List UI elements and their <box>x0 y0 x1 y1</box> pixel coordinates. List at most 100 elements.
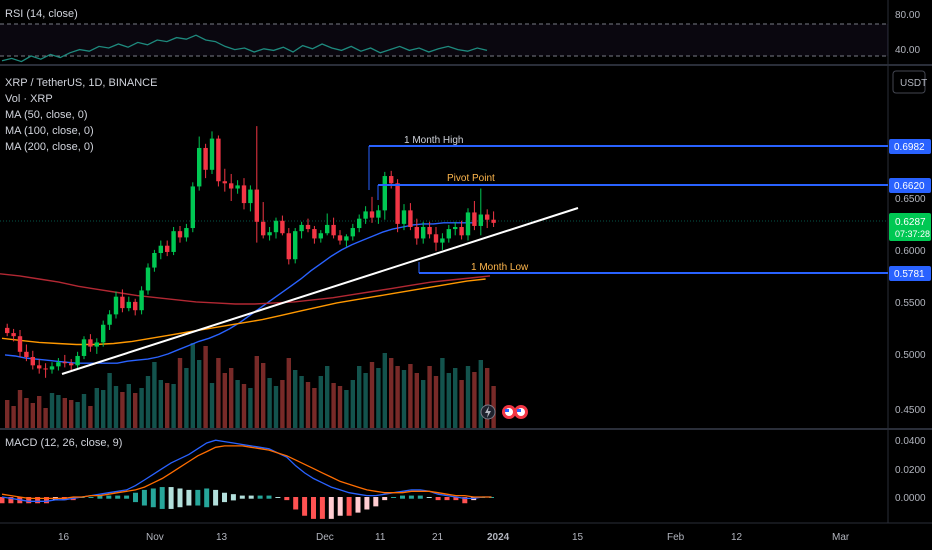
candle[interactable] <box>101 320 106 347</box>
candle[interactable] <box>241 178 247 210</box>
candle-body <box>43 368 48 370</box>
lightning-icon[interactable] <box>480 404 496 420</box>
candle[interactable] <box>478 188 483 236</box>
candle[interactable] <box>5 323 10 337</box>
candle[interactable] <box>305 218 311 233</box>
candle[interactable] <box>427 221 432 239</box>
candle[interactable] <box>75 351 80 369</box>
candle[interactable] <box>261 202 266 239</box>
candle[interactable] <box>171 227 176 256</box>
candle[interactable] <box>299 221 304 239</box>
candle[interactable] <box>357 214 362 233</box>
candle[interactable] <box>152 249 157 272</box>
candle[interactable] <box>43 363 48 378</box>
candle[interactable] <box>491 211 496 227</box>
ma100-line[interactable] <box>1 278 486 346</box>
candle[interactable] <box>235 180 240 194</box>
candle[interactable] <box>472 201 477 231</box>
candle[interactable] <box>69 359 74 372</box>
candle[interactable] <box>190 182 195 233</box>
candle[interactable] <box>325 213 330 236</box>
indicator-ma100[interactable]: MA (100, close, 0) <box>5 125 94 137</box>
candle[interactable] <box>363 206 368 224</box>
candle[interactable] <box>369 196 375 223</box>
candle[interactable] <box>11 328 16 342</box>
symbol-title[interactable]: XRP / TetherUS, 1D, BINANCE <box>5 77 157 89</box>
candle[interactable] <box>248 185 253 212</box>
candle[interactable] <box>113 291 119 319</box>
candle[interactable] <box>88 334 93 352</box>
candle[interactable] <box>49 362 55 374</box>
candle[interactable] <box>395 179 400 233</box>
candle[interactable] <box>286 228 291 265</box>
candle[interactable] <box>203 143 208 179</box>
candle[interactable] <box>222 168 227 192</box>
candle[interactable] <box>485 209 490 229</box>
candle[interactable] <box>376 205 381 224</box>
candle[interactable] <box>62 354 67 368</box>
indicator-ma50[interactable]: MA (50, close, 0) <box>5 109 88 121</box>
candle[interactable] <box>465 208 471 241</box>
candle[interactable] <box>24 344 29 362</box>
us-flag-event-icon-2[interactable] <box>514 405 528 419</box>
macd-line[interactable] <box>1 439 492 502</box>
us-flag-event-icon[interactable] <box>502 405 516 419</box>
candle[interactable] <box>184 223 189 242</box>
macd-histogram-bar <box>311 497 316 519</box>
candle[interactable] <box>197 136 202 191</box>
candle[interactable] <box>37 359 42 374</box>
candle[interactable] <box>421 221 426 244</box>
candle[interactable] <box>401 204 407 231</box>
candle[interactable] <box>56 358 61 371</box>
candle[interactable] <box>293 228 298 264</box>
candle[interactable] <box>229 173 234 201</box>
volume-bar <box>17 390 23 428</box>
candle-body <box>37 365 42 369</box>
trendline[interactable] <box>61 207 579 375</box>
candle[interactable] <box>158 240 163 260</box>
candle[interactable] <box>120 289 125 313</box>
currency-button[interactable] <box>892 70 926 94</box>
candle[interactable] <box>350 223 355 241</box>
candle[interactable] <box>344 234 349 247</box>
candle[interactable] <box>337 230 343 245</box>
macd-title[interactable]: MACD (12, 26, close, 9) <box>5 437 122 449</box>
candle[interactable] <box>433 227 439 251</box>
rsi-line[interactable] <box>1 34 488 63</box>
candle[interactable] <box>267 227 272 241</box>
candle[interactable] <box>414 218 419 245</box>
candle[interactable] <box>331 217 336 239</box>
candle[interactable] <box>318 230 323 243</box>
candle[interactable] <box>107 310 112 330</box>
candle[interactable] <box>459 220 464 240</box>
volume-bar <box>312 388 317 428</box>
indicator-ma200[interactable]: MA (200, close, 0) <box>5 141 94 153</box>
volume-bar <box>318 376 323 428</box>
candle[interactable] <box>133 298 138 316</box>
candle[interactable] <box>273 217 279 239</box>
candle[interactable] <box>145 263 151 295</box>
candle[interactable] <box>280 215 285 236</box>
candle[interactable] <box>139 286 144 315</box>
candle[interactable] <box>382 171 387 220</box>
candle[interactable] <box>209 131 215 174</box>
ma200-line[interactable] <box>0 273 491 305</box>
candle[interactable] <box>94 338 99 354</box>
candle[interactable] <box>81 336 87 360</box>
signal-line[interactable] <box>1 445 492 500</box>
indicator-volume[interactable]: Vol · XRP <box>5 93 53 105</box>
candle[interactable] <box>254 126 259 243</box>
candle[interactable] <box>440 233 445 250</box>
candle[interactable] <box>30 350 35 370</box>
candle[interactable] <box>408 203 413 231</box>
candle[interactable] <box>126 296 131 312</box>
candle[interactable] <box>453 221 458 236</box>
candle[interactable] <box>216 135 221 187</box>
candle[interactable] <box>446 224 451 243</box>
candle[interactable] <box>17 329 23 357</box>
candle[interactable] <box>312 225 317 244</box>
candle[interactable] <box>165 240 170 257</box>
candle[interactable] <box>177 225 183 243</box>
ma50-line[interactable] <box>4 222 475 364</box>
